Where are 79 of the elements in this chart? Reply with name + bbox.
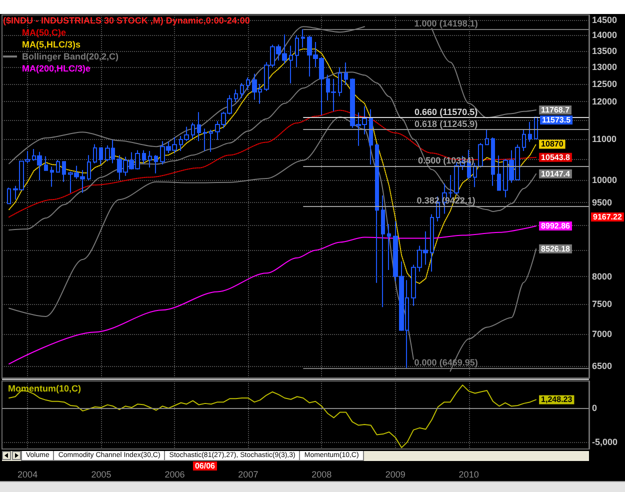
candlestick: [381, 195, 385, 308]
chart-title: ($INDU - INDUSTRIALS 30 STOCK ,M) Dynamic,0:00-24:00: [3, 16, 250, 26]
candlestick: [485, 128, 489, 146]
x-tick-label: 2004: [18, 470, 38, 480]
candlestick: [301, 28, 305, 48]
line-series: [8, 110, 537, 218]
candlestick: [430, 214, 434, 272]
ref-line-label: 0.660 (11570.5): [414, 106, 478, 117]
y-tick-label: 12000: [592, 96, 618, 107]
data-label: 8526.18: [541, 244, 571, 254]
text: MA(200,HLC/3)e: [22, 64, 91, 74]
candlestick: [344, 62, 348, 86]
candlestick: [142, 150, 146, 164]
y-tick-label: 14000: [592, 30, 618, 40]
y-tick-label: 0: [592, 403, 598, 414]
candlestick: [369, 108, 373, 166]
series-label: Momentum(10,C): [8, 384, 82, 394]
y-tick-label: 13500: [592, 46, 618, 56]
x-tick-label: 2007: [238, 470, 258, 480]
candlestick: [7, 187, 11, 204]
data-label: 11768.7: [541, 105, 570, 114]
text: 06/06: [194, 462, 216, 470]
x-tick-label: 2010: [458, 470, 479, 480]
candlestick: [191, 122, 195, 139]
candlestick: [387, 224, 391, 270]
ref-line-label: 0.618 (11245.9): [414, 119, 478, 130]
y-tick-label: 9500: [592, 197, 612, 208]
candlestick: [234, 89, 238, 102]
x-tick-label: 2009: [385, 470, 406, 480]
x-tick-label: 2008: [312, 470, 332, 480]
y-tick-label: 13000: [592, 62, 618, 72]
candlestick: [203, 128, 207, 152]
candlestick: [87, 154, 91, 181]
candlestick: [497, 154, 501, 192]
y-tick-label: 7000: [592, 328, 612, 339]
data-label: 10147.4: [541, 169, 571, 178]
candlestick: [528, 121, 532, 142]
text: 9167.22: [593, 212, 622, 222]
text: MA(5,HLC/3)s: [22, 40, 81, 50]
y-tick-label: 12500: [592, 79, 618, 90]
x-tick-label: 2005: [91, 470, 112, 480]
data-label: 8992.86: [541, 221, 571, 230]
x-tick-label: 2006: [164, 470, 185, 480]
y-tick-label: 14500: [592, 15, 618, 26]
line-series: [8, 72, 537, 230]
candlestick: [491, 137, 495, 186]
candlestick: [56, 159, 60, 174]
y-tick-label: 11000: [592, 134, 617, 144]
y-tick-label: -5,000: [592, 437, 618, 448]
line-series: [8, 48, 537, 284]
ref-line-label: 1.000 (14198.1): [414, 18, 478, 29]
legend-label: Bollinger Band(20,2,C): [22, 52, 119, 62]
candlestick: [148, 150, 152, 168]
candlestick: [295, 34, 299, 68]
candlestick: [50, 166, 54, 188]
data-label: 1,248.23: [541, 395, 573, 404]
data-label: 10870: [541, 140, 564, 149]
y-tick-label: 6500: [592, 360, 612, 371]
candlestick: [246, 77, 250, 91]
candlestick: [338, 66, 342, 97]
text: 11573.5: [542, 115, 571, 124]
candlestick: [375, 143, 379, 284]
candlestick: [289, 45, 293, 84]
y-tick-label: 7500: [592, 299, 612, 310]
candlestick: [44, 156, 48, 172]
candlestick: [522, 128, 526, 152]
line-series: [8, 384, 537, 448]
candlestick: [93, 144, 97, 164]
y-tick-label: 10000: [592, 175, 618, 186]
text: MA(50,C)e: [22, 28, 66, 38]
data-label: 10543.8: [541, 152, 571, 162]
candlestick: [209, 129, 213, 152]
candlestick: [197, 112, 201, 142]
candlestick: [534, 116, 538, 140]
candlestick: [240, 82, 244, 99]
candlestick: [62, 160, 66, 182]
candlestick: [99, 146, 103, 166]
candlestick: [154, 154, 158, 174]
y-tick-label: 8000: [592, 271, 612, 282]
